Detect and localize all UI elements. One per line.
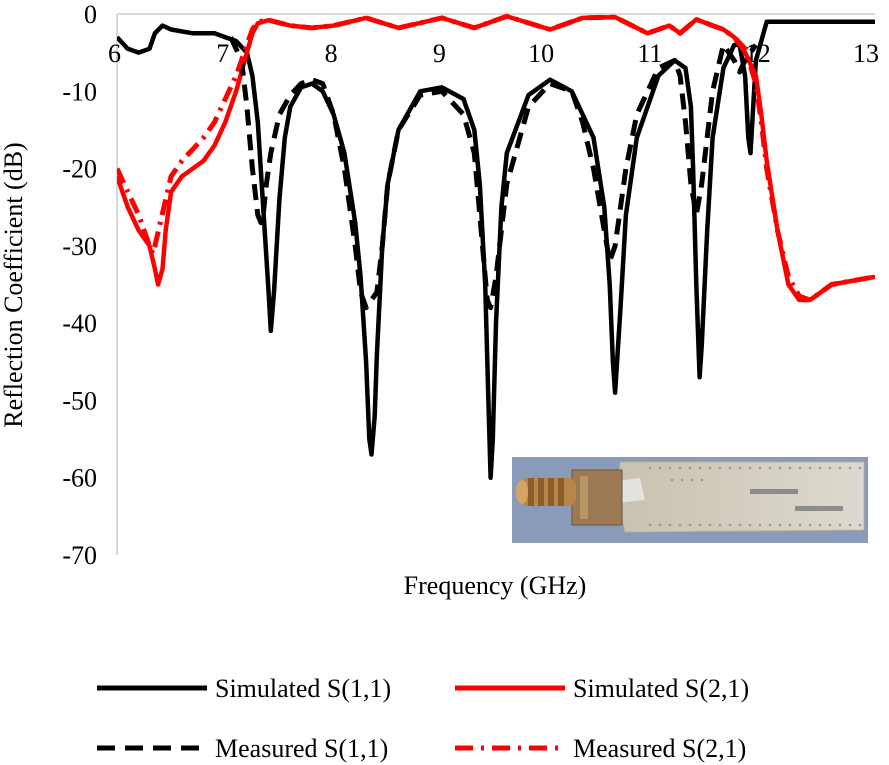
y-tick-labels: 0 -10 -20 -30 -40 -50 -60 -70 [62, 0, 97, 570]
legend-entry-simulated-s11: Simulated S(1,1) [97, 674, 391, 703]
y-tick-label: -20 [62, 155, 97, 184]
legend-label-measured-s11: Measured S(1,1) [215, 734, 388, 763]
x-tick-label: 11 [637, 39, 662, 68]
y-tick-label: -70 [62, 541, 97, 570]
series-line-simulated-s-1-1 [117, 19, 875, 480]
x-tick-label: 8 [325, 39, 338, 68]
x-tick-label: 6 [108, 39, 121, 68]
y-axis-title: Reflection Coefficient (dB) [0, 142, 28, 427]
y-tick-label: -60 [62, 464, 97, 493]
x-tick-label: 10 [528, 39, 554, 68]
antenna-photo-inset [512, 457, 868, 543]
legend: Simulated S(1,1) Simulated S(2,1) Measur… [97, 674, 749, 763]
legend-label-measured-s21: Measured S(2,1) [573, 734, 746, 763]
y-tick-label: -40 [62, 309, 97, 338]
y-tick-label: -30 [62, 232, 97, 261]
y-tick-label: -10 [62, 77, 97, 106]
legend-entry-measured-s21: Measured S(2,1) [455, 734, 746, 763]
legend-entry-measured-s11: Measured S(1,1) [97, 734, 388, 763]
legend-label-simulated-s21: Simulated S(2,1) [573, 674, 749, 703]
x-axis-title: Frequency (GHz) [404, 571, 587, 600]
x-tick-labels: 6 7 8 9 10 11 12 13 [108, 39, 879, 68]
x-tick-label: 13 [853, 39, 879, 68]
x-tick-label: 7 [216, 39, 229, 68]
series-line-measured-s-1-1 [228, 36, 758, 311]
legend-label-simulated-s11: Simulated S(1,1) [215, 674, 391, 703]
series-line-measured-s-2-1 [117, 14, 875, 303]
y-tick-label: 0 [84, 0, 97, 29]
series-layer [117, 14, 875, 480]
x-tick-label: 9 [433, 39, 446, 68]
y-tick-label: -50 [62, 386, 97, 415]
legend-entry-simulated-s21: Simulated S(2,1) [455, 674, 749, 703]
